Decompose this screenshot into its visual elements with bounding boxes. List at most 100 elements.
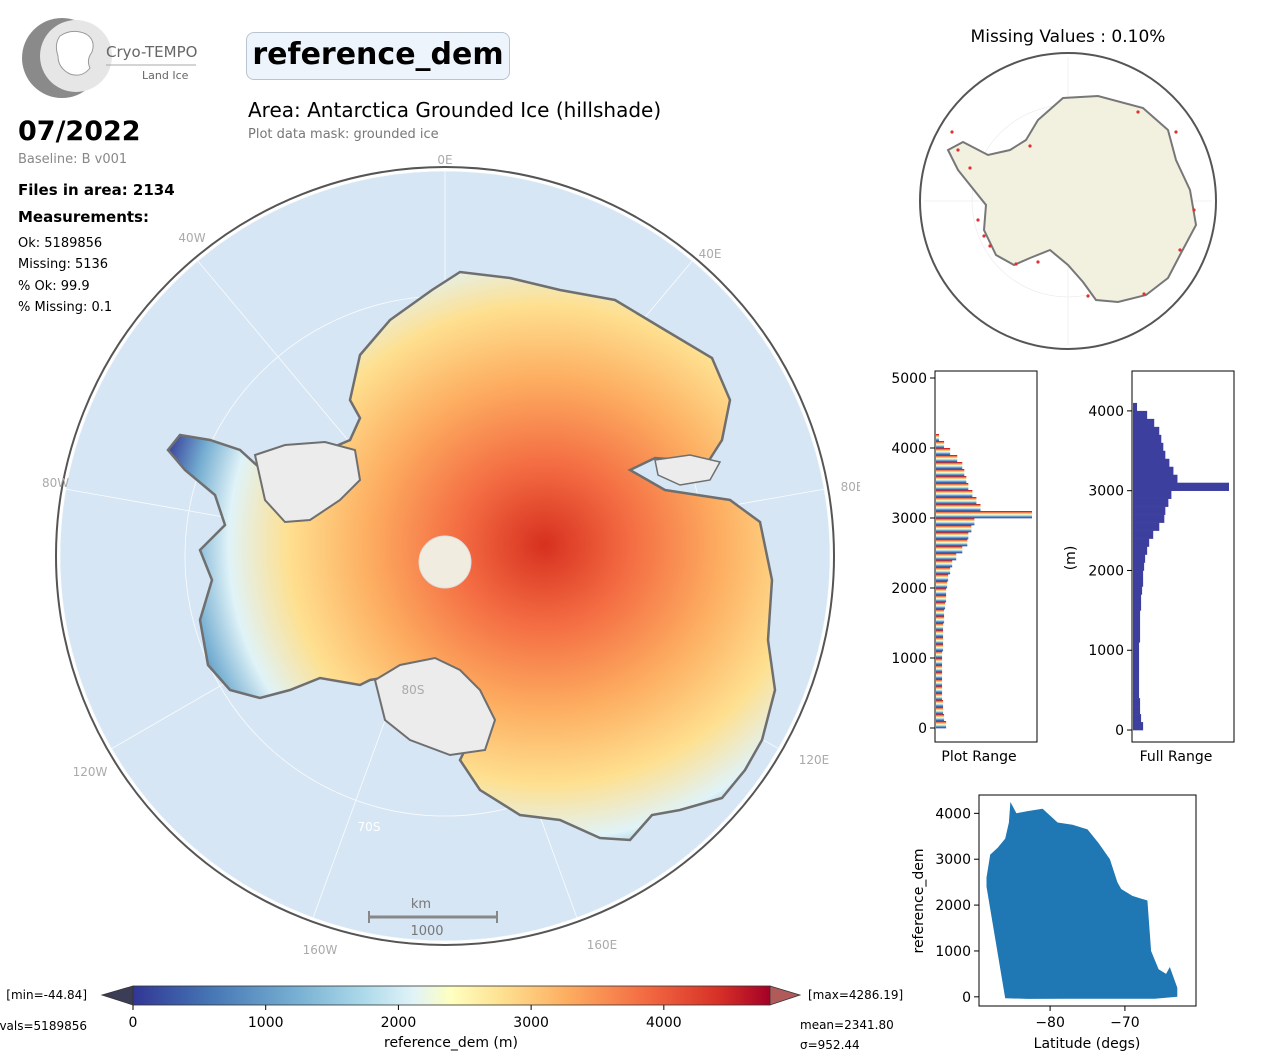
hist-xlabel: Full Range: [1140, 749, 1213, 765]
lon-label: 160W: [303, 943, 338, 957]
scatter-xlabel: Latitude (degs): [1034, 1036, 1141, 1052]
colorbar-tick-label: 1000: [248, 1015, 284, 1031]
colorbar-min-label: [min=-44.84]: [6, 988, 87, 1002]
hist-bar: [1133, 602, 1142, 611]
hist-bar: [1133, 418, 1155, 428]
colorbar-max-label: [max=4286.19]: [808, 988, 903, 1002]
hist-bar: [936, 707, 944, 715]
hist-bar: [1133, 586, 1143, 595]
hist-bar: [1133, 410, 1148, 420]
hist-plot-range: 0 1000 2000 3000 4000 5000 Plot Range: [891, 370, 1038, 765]
hist-bar: [936, 609, 945, 617]
stat-missing: Missing: 5136: [18, 257, 109, 272]
hist-bar: [936, 560, 953, 568]
hist-bar: [1133, 594, 1142, 603]
lon-label: 40E: [699, 247, 722, 261]
lat-label: 80S: [402, 683, 425, 697]
hist-bar: [1133, 474, 1178, 483]
pole-hole: [418, 535, 472, 589]
scatter-tick-label: −80: [1035, 1015, 1065, 1031]
date-label: 07/2022: [18, 116, 141, 147]
hist-bar: [1133, 690, 1140, 699]
hist-bar: [936, 483, 969, 491]
hist-bar: [936, 721, 947, 729]
baseline-label: Baseline: B v001: [18, 152, 128, 167]
area-title: Area: Antarctica Grounded Ice (hillshade…: [248, 98, 662, 122]
hist-bar: [936, 567, 951, 575]
lon-label: 80W: [42, 476, 69, 490]
hist-bar: [1133, 562, 1145, 571]
hist-bar: [936, 546, 963, 554]
hist-bar: [936, 602, 946, 610]
lon-label: 40W: [178, 231, 205, 245]
hist-bar: [936, 469, 965, 477]
hist-bar: [1133, 442, 1164, 452]
colorbar-tick-label: 3000: [513, 1015, 549, 1031]
hist-bar: [936, 588, 947, 596]
missing-map: [919, 52, 1217, 350]
hist-bar: [936, 658, 943, 666]
hist-tick-label: 3000: [1088, 484, 1124, 500]
colorbar: 0 1000 2000 3000 4000 [min=-44.84] [max=4286…: [0, 985, 903, 1052]
logo-name: Cryo-TEMPO: [106, 43, 197, 61]
mask-label: Plot data mask: grounded ice: [248, 127, 439, 142]
hist-bar: [1133, 634, 1141, 643]
hist-bar: [1133, 482, 1229, 491]
hist-bar: [1133, 626, 1141, 635]
hist-bar: [936, 623, 944, 631]
hist-bar: [936, 693, 943, 701]
scale-value: 1000: [410, 924, 443, 939]
hist-bar: [936, 532, 969, 540]
hist-tick-label: 1000: [891, 651, 927, 667]
hist-bar: [1133, 506, 1166, 515]
scatter-tick-label: 0: [962, 990, 971, 1006]
hist-bar: [1133, 538, 1150, 547]
hist-y-ticks: 0 1000 2000 3000 4000 5000: [891, 371, 935, 737]
hist-bar: [1133, 570, 1144, 579]
scatter-tick-label: 4000: [935, 806, 971, 822]
lon-label: 120W: [73, 765, 108, 779]
scatter-lat: 0 1000 2000 3000 4000 −80 −70 reference_dem La…: [911, 794, 1197, 1052]
hist-tick-label: 0: [918, 721, 927, 737]
hist-bar: [1133, 674, 1140, 683]
hist-bar: [1133, 490, 1172, 499]
lat-label: 70S: [358, 820, 381, 834]
missing-points: [950, 110, 1196, 298]
scatter-ylabel: reference_dem: [911, 849, 927, 954]
hist-bar: [936, 672, 943, 680]
colorbar-ticks: 0 1000 2000 3000 4000: [129, 1005, 682, 1031]
hist-bar: [936, 525, 972, 533]
hist-bar: [1133, 706, 1141, 715]
hist-tick-label: 4000: [1088, 404, 1124, 420]
logo-graphic: Cryo-TEMPO Land Ice: [22, 18, 197, 98]
hist-bar: [936, 595, 947, 603]
hist-tick-label: 1000: [1088, 643, 1124, 659]
colorbar-tick-label: 0: [129, 1015, 138, 1031]
measurements-heading: Measurements:: [18, 208, 149, 226]
scale-unit: km: [411, 897, 431, 912]
hist-bar: [1133, 458, 1170, 468]
ronne-ice-shelf: [253, 440, 362, 524]
scatter-tick-label: 2000: [935, 898, 971, 914]
hist-bar: [1133, 722, 1144, 731]
hist-bar: [1133, 618, 1141, 627]
colorbar-max-extend: [769, 985, 802, 1006]
hist-bar: [1133, 402, 1138, 412]
hist-bar: [1133, 610, 1141, 619]
hist-full-range: 0 1000 2000 3000 4000 (m) Full Range: [1063, 370, 1235, 765]
hist-bar: [936, 462, 963, 470]
hist-bar: [936, 679, 943, 687]
hist-bar: [936, 630, 944, 638]
hist-bar: [936, 539, 968, 547]
hist-bar: [1133, 666, 1140, 675]
hist-bar: [1133, 578, 1144, 587]
missing-map-title: Missing Values : 0.10%: [970, 27, 1166, 47]
hist-bar: [936, 518, 975, 526]
hist-bar: [1133, 434, 1162, 444]
scatter-tick-label: 1000: [935, 944, 971, 960]
lon-labels: 0E 40E 80E 120E 160E 160W 120W 80W 40W: [42, 153, 860, 957]
hist-bar: [1133, 498, 1169, 507]
hist-bar: [1133, 642, 1140, 651]
hist-bar: [936, 511, 1032, 519]
colorbar-tick-label: 4000: [646, 1015, 682, 1031]
